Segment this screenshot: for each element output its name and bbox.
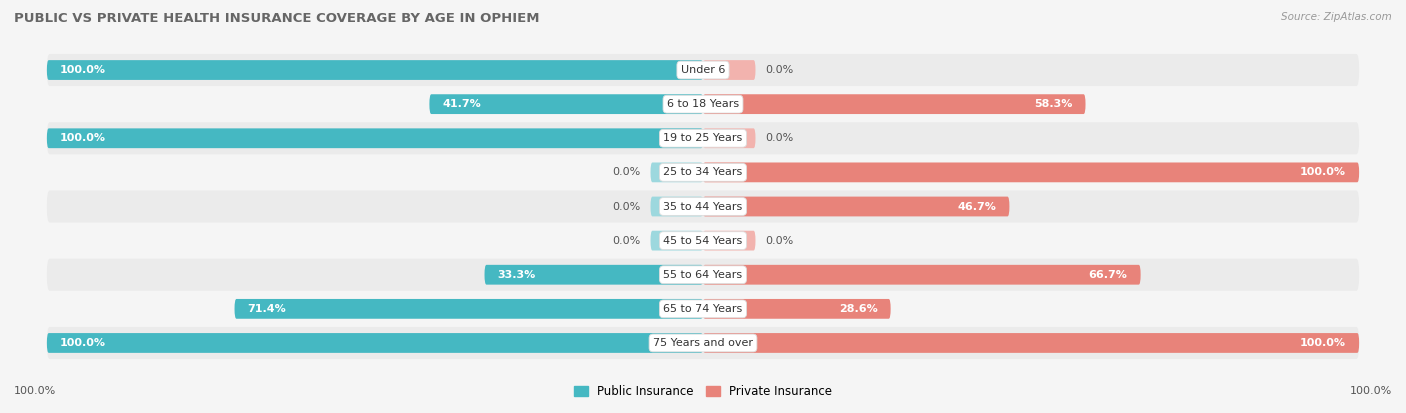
FancyBboxPatch shape — [46, 259, 1360, 291]
Text: 75 Years and over: 75 Years and over — [652, 338, 754, 348]
Text: 71.4%: 71.4% — [247, 304, 287, 314]
FancyBboxPatch shape — [46, 327, 1360, 359]
Text: 100.0%: 100.0% — [1301, 167, 1346, 177]
Text: 65 to 74 Years: 65 to 74 Years — [664, 304, 742, 314]
Text: 100.0%: 100.0% — [60, 133, 105, 143]
FancyBboxPatch shape — [46, 128, 703, 148]
Text: 100.0%: 100.0% — [60, 338, 105, 348]
FancyBboxPatch shape — [651, 162, 703, 182]
Text: 100.0%: 100.0% — [1350, 387, 1392, 396]
Text: 6 to 18 Years: 6 to 18 Years — [666, 99, 740, 109]
FancyBboxPatch shape — [235, 299, 703, 319]
Text: 35 to 44 Years: 35 to 44 Years — [664, 202, 742, 211]
FancyBboxPatch shape — [46, 122, 1360, 154]
FancyBboxPatch shape — [703, 162, 1360, 182]
FancyBboxPatch shape — [46, 293, 1360, 325]
FancyBboxPatch shape — [703, 60, 755, 80]
FancyBboxPatch shape — [46, 190, 1360, 223]
Text: 45 to 54 Years: 45 to 54 Years — [664, 236, 742, 246]
FancyBboxPatch shape — [429, 94, 703, 114]
Text: 55 to 64 Years: 55 to 64 Years — [664, 270, 742, 280]
FancyBboxPatch shape — [46, 88, 1360, 120]
Text: 0.0%: 0.0% — [765, 65, 793, 75]
FancyBboxPatch shape — [651, 197, 703, 216]
Legend: Public Insurance, Private Insurance: Public Insurance, Private Insurance — [574, 385, 832, 399]
Text: 28.6%: 28.6% — [839, 304, 877, 314]
Text: 100.0%: 100.0% — [1301, 338, 1346, 348]
FancyBboxPatch shape — [485, 265, 703, 285]
Text: PUBLIC VS PRIVATE HEALTH INSURANCE COVERAGE BY AGE IN OPHIEM: PUBLIC VS PRIVATE HEALTH INSURANCE COVER… — [14, 12, 540, 25]
FancyBboxPatch shape — [651, 231, 703, 251]
Text: Source: ZipAtlas.com: Source: ZipAtlas.com — [1281, 12, 1392, 22]
Text: Under 6: Under 6 — [681, 65, 725, 75]
FancyBboxPatch shape — [703, 94, 1085, 114]
FancyBboxPatch shape — [703, 231, 755, 251]
FancyBboxPatch shape — [703, 299, 890, 319]
FancyBboxPatch shape — [703, 265, 1140, 285]
Text: 0.0%: 0.0% — [765, 133, 793, 143]
Text: 33.3%: 33.3% — [498, 270, 536, 280]
Text: 41.7%: 41.7% — [443, 99, 481, 109]
Text: 46.7%: 46.7% — [957, 202, 997, 211]
Text: 19 to 25 Years: 19 to 25 Years — [664, 133, 742, 143]
Text: 66.7%: 66.7% — [1088, 270, 1128, 280]
Text: 100.0%: 100.0% — [14, 387, 56, 396]
Text: 58.3%: 58.3% — [1033, 99, 1073, 109]
FancyBboxPatch shape — [46, 157, 1360, 188]
FancyBboxPatch shape — [703, 128, 755, 148]
Text: 0.0%: 0.0% — [765, 236, 793, 246]
Text: 0.0%: 0.0% — [613, 236, 641, 246]
FancyBboxPatch shape — [46, 333, 703, 353]
FancyBboxPatch shape — [46, 54, 1360, 86]
Text: 100.0%: 100.0% — [60, 65, 105, 75]
FancyBboxPatch shape — [46, 60, 703, 80]
Text: 25 to 34 Years: 25 to 34 Years — [664, 167, 742, 177]
Text: 0.0%: 0.0% — [613, 167, 641, 177]
FancyBboxPatch shape — [703, 333, 1360, 353]
Text: 0.0%: 0.0% — [613, 202, 641, 211]
FancyBboxPatch shape — [46, 225, 1360, 256]
FancyBboxPatch shape — [703, 197, 1010, 216]
